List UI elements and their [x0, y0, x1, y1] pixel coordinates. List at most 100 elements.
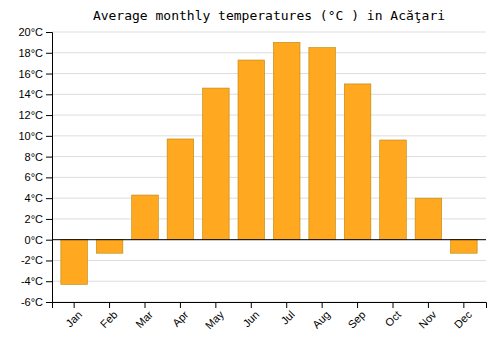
x-tick: Jun — [240, 302, 261, 329]
x-tick: Dec — [452, 302, 475, 331]
bars — [52, 42, 486, 284]
x-tick-mark — [180, 302, 181, 308]
bar — [167, 139, 194, 240]
y-tick-mark — [46, 157, 52, 158]
bar — [96, 240, 123, 254]
y-tick-label: 12°C — [18, 109, 43, 121]
x-tick-mark — [393, 302, 394, 308]
chart: Average monthly temperatures (°C ) in Ac… — [0, 0, 500, 350]
x-tick-label: Jul — [278, 308, 296, 326]
grid-line — [52, 281, 486, 282]
grid-line — [52, 239, 486, 240]
x-tick: Sep — [345, 302, 367, 331]
y-tick-mark — [46, 94, 52, 95]
grid-line — [52, 115, 486, 116]
x-tick-mark — [463, 302, 464, 308]
y-tick-mark — [46, 219, 52, 220]
bar — [132, 195, 159, 240]
y-tick: -2°C — [21, 254, 52, 266]
y-tick-label: 2°C — [25, 213, 44, 225]
x-axis: Jan Feb Mar Apr May Jun Jul Aug Sep Oct Nov Dec — [53, 302, 487, 331]
bar — [380, 140, 407, 240]
y-tick-mark — [46, 240, 52, 241]
y-tick-mark — [46, 281, 52, 282]
grid — [52, 32, 486, 302]
grid-line — [52, 177, 486, 178]
y-tick: -6°C — [21, 296, 52, 308]
bar — [203, 88, 230, 240]
bar — [344, 84, 371, 240]
bar — [61, 240, 88, 285]
y-tick: -4°C — [21, 275, 52, 287]
y-tick-mark — [46, 260, 52, 261]
y-tick-mark — [46, 177, 52, 178]
y-tick: 0°C — [25, 234, 52, 246]
bar — [238, 60, 265, 240]
x-tick-label: Feb — [98, 308, 120, 330]
grid-line — [52, 73, 486, 74]
y-tick-mark — [46, 136, 52, 137]
y-tick-label: 8°C — [25, 151, 44, 163]
y-tick: 18°C — [18, 47, 52, 59]
x-tick: Oct — [383, 302, 404, 329]
y-tick: 4°C — [25, 192, 52, 204]
x-tick-label: Apr — [170, 308, 191, 329]
grid-line — [52, 52, 486, 53]
y-tick-mark — [46, 198, 52, 199]
x-tick-mark — [428, 302, 429, 308]
grid-line — [52, 32, 486, 33]
x-tick-label: Sep — [345, 308, 367, 330]
x-axis-line — [53, 303, 487, 309]
y-tick-label: -6°C — [21, 296, 43, 308]
y-tick-mark — [46, 302, 52, 303]
x-tick: Nov — [416, 302, 439, 331]
y-tick: 14°C — [18, 88, 52, 100]
bar — [451, 240, 478, 254]
y-tick-mark — [46, 53, 52, 54]
x-tick-label: Dec — [452, 308, 475, 331]
y-tick-label: -4°C — [21, 275, 43, 287]
x-tick-mark — [145, 302, 146, 308]
y-tick-label: 18°C — [18, 47, 43, 59]
y-tick: 2°C — [25, 213, 52, 225]
plot: -6°C -4°C -2°C 0°C 2°C 4°C 6°C 8°C 10°C 12°C 14°C 1… — [18, 26, 486, 331]
x-tick-label: Mar — [133, 308, 155, 330]
y-tick: 12°C — [18, 109, 52, 121]
x-tick-mark — [215, 302, 216, 308]
x-tick-label: Jun — [240, 308, 261, 329]
title: Average monthly temperatures (°C ) in Ac… — [93, 8, 445, 23]
x-tick-mark — [109, 302, 110, 308]
x-tick: Jan — [63, 302, 84, 329]
y-tick-label: 0°C — [25, 234, 44, 246]
x-tick-label: Aug — [310, 308, 332, 330]
y-tick-label: 10°C — [18, 130, 43, 142]
x-tick: Jul — [278, 302, 296, 327]
y-tick-label: -2°C — [21, 254, 43, 266]
x-tick: Aug — [310, 302, 332, 331]
y-tick: 10°C — [18, 130, 52, 142]
y-tick-label: 16°C — [18, 68, 43, 80]
grid-line — [52, 135, 486, 136]
x-tick: Feb — [98, 302, 120, 330]
y-axis-line — [46, 33, 53, 303]
y-tick-label: 4°C — [25, 192, 44, 204]
x-tick: Apr — [170, 302, 191, 329]
x-tick-mark — [74, 302, 75, 308]
x-tick-mark — [357, 302, 358, 308]
y-tick-label: 6°C — [25, 171, 44, 183]
x-tick-label: May — [203, 308, 227, 332]
zero-line — [52, 239, 486, 240]
grid-line — [52, 156, 486, 157]
x-tick-label: Jan — [63, 308, 84, 329]
x-tick-label: Oct — [383, 308, 404, 329]
bar — [309, 48, 336, 240]
x-tick-mark — [251, 302, 252, 308]
x-tick: Mar — [133, 302, 155, 330]
bar — [415, 198, 442, 240]
x-tick-mark — [286, 302, 287, 308]
grid-line — [52, 260, 486, 261]
y-tick: 20°C — [18, 26, 52, 38]
x-tick-mark — [322, 302, 323, 308]
y-tick-mark — [46, 74, 52, 75]
y-tick: 16°C — [18, 68, 52, 80]
